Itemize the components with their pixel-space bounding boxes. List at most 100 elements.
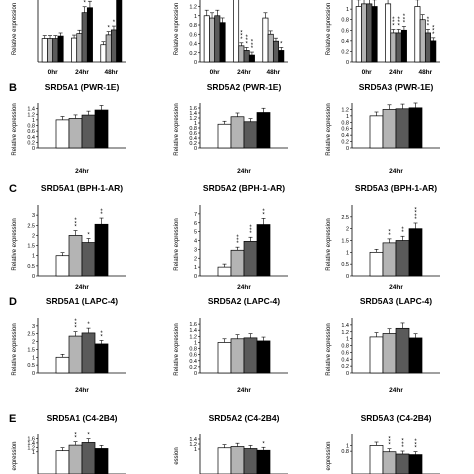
y-tick-label: 0.5 [341,262,349,268]
bar [203,15,210,63]
y-tick-label: 1.4 [189,111,197,117]
y-axis-label: Relative expression [326,103,332,155]
y-tick-label: 1 [194,121,197,127]
panel-12: SRD5A3 (LAPC-4)Relative expression 00.20.… [326,296,440,394]
x-category-label: 48hr [418,69,432,76]
x-category-label: 48hr [266,69,280,76]
y-tick-label: 0.6 [189,353,197,359]
significance-star: * [100,334,103,340]
bar [369,336,384,374]
panel-9: SRD5A3 (BPH-1-AR) Relative expression 0 0.5… [326,183,440,291]
bar [369,115,384,149]
y-tick-label: 0.4 [189,359,197,365]
significance-star: * [74,432,77,438]
y-tick-label: 0.8 [189,347,197,353]
significance-star: * [245,35,248,41]
bar [55,450,70,474]
panel-title: SRD5A3 (PWR-1E) [359,82,434,92]
panel-letter: E [9,413,16,425]
x-category-label: 24hr [389,69,403,76]
significance-star: * [403,17,406,23]
bar [116,0,123,63]
bar [217,342,232,374]
y-tick-label: 0 [346,60,349,66]
significance-star: * [245,38,248,44]
panel-letter: B [9,82,17,94]
bar [55,356,70,374]
bar [47,38,54,63]
significance-star: * [414,207,417,213]
bar [68,118,83,149]
significance-label: *** [245,35,248,47]
y-tick-label: 1.2 [189,334,197,340]
significance-label: *** [251,40,254,52]
y-tick-label: 1 [32,254,35,260]
bar [81,114,96,149]
bar [238,45,245,63]
y-tick-label: 0.8 [189,126,197,132]
significance-star: * [414,439,417,445]
y-tick-label: 4 [194,239,197,245]
significance-label: *** [89,0,92,1]
significance-label: ** [100,331,103,340]
y-tick-label: 0 [194,60,197,66]
y-tick-label: 0.2 [341,49,349,55]
bar [243,121,258,149]
bar [424,32,431,63]
significance-star: * [74,221,77,227]
y-tick-label: 1 [346,7,349,13]
bar [272,40,279,63]
y-tick-label: 1.6 [189,322,197,328]
y-tick-label: 0 [32,371,35,377]
panel-title: SRD5A1 (BPH-1-AR) [41,183,123,193]
y-tick-label: 0.2 [341,364,349,370]
bar [256,112,271,149]
y-tick-label: 1 [194,265,197,271]
y-axis-label: Relative expression [12,218,18,270]
bar [57,35,64,63]
bar [81,332,96,374]
y-tick-label: 1 [194,14,197,20]
bar [262,17,269,63]
y-tick-label: 2.5 [27,332,35,338]
bar [81,442,96,474]
bar [81,242,96,277]
bar [419,19,426,63]
panel-title: SRD5A2 (BPH-1-AR) [203,183,285,193]
y-tick-label: 2.5 [27,223,35,229]
bar [395,240,410,277]
significance-label: *** [392,17,395,29]
significance-label: *** [401,439,404,451]
y-axis-label: Relative expression [174,323,180,375]
y-tick-label: 0.4 [189,136,197,142]
bar [395,32,402,63]
significance-star: * [251,40,254,46]
significance-star: * [74,322,77,328]
significance-star: * [236,238,239,244]
y-tick-label: 0.2 [189,141,197,147]
x-category-label: 24hr [237,168,251,175]
significance-star: * [262,212,265,218]
bar [256,224,271,277]
bar [86,7,93,63]
y-axis-label: Relative expression [326,218,332,270]
bar [408,107,423,149]
bar [371,6,378,63]
bar [400,29,407,63]
y-tick-label: 1 [346,114,349,120]
significance-star: * [401,442,404,448]
y-tick-label: 1 [346,337,349,343]
x-category-label: 48hr [104,69,118,76]
panel-11: SRD5A2 (LAPC-4)Relative expression 00.20.… [174,296,288,394]
x-category-label: 24hr [237,69,251,76]
significance-star: * [100,212,103,218]
significance-star: * [236,235,239,241]
y-tick-label: 0.8 [341,344,349,350]
panel-letter: D [9,296,17,308]
bar [217,266,232,277]
significance-label: * [113,20,116,26]
x-category-label: 24hr [75,284,89,291]
